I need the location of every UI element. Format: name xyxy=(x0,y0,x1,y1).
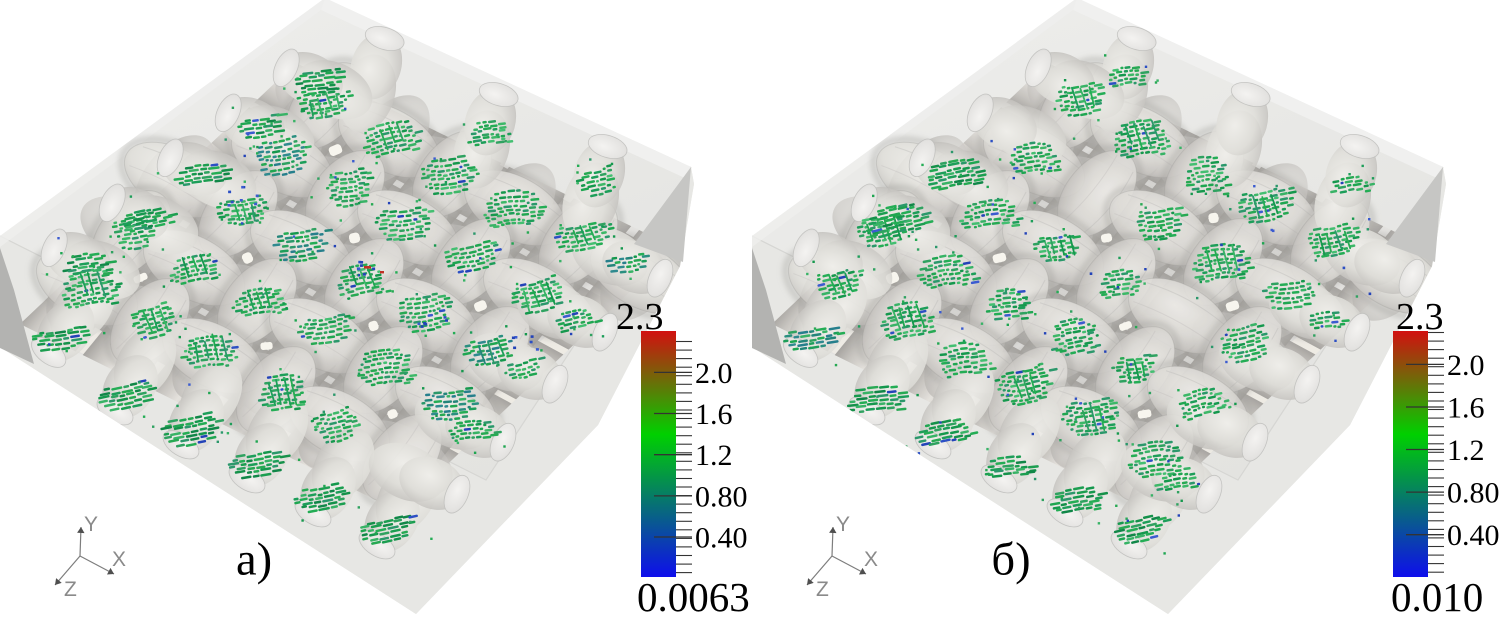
svg-text:0.010: 0.010 xyxy=(1391,574,1483,620)
svg-text:2.3: 2.3 xyxy=(616,296,664,338)
svg-text:0.0063: 0.0063 xyxy=(637,574,750,620)
svg-text:0.80: 0.80 xyxy=(695,480,748,513)
svg-text:1.6: 1.6 xyxy=(695,398,733,431)
svg-text:Y: Y xyxy=(836,513,850,536)
svg-text:2.0: 2.0 xyxy=(1447,349,1485,382)
svg-text:0.80: 0.80 xyxy=(1447,477,1500,510)
svg-text:Z: Z xyxy=(64,578,77,601)
svg-text:2.3: 2.3 xyxy=(1396,296,1444,338)
svg-text:Z: Z xyxy=(816,578,829,601)
svg-text:1.2: 1.2 xyxy=(695,439,733,472)
svg-text:1.6: 1.6 xyxy=(1447,392,1485,425)
svg-text:X: X xyxy=(112,548,126,571)
svg-text:0.40: 0.40 xyxy=(1447,519,1500,552)
svg-text:б): б) xyxy=(991,535,1030,586)
svg-text:Y: Y xyxy=(84,513,98,536)
svg-text:0.40: 0.40 xyxy=(695,522,748,555)
svg-text:X: X xyxy=(864,548,878,571)
svg-text:1.2: 1.2 xyxy=(1447,434,1485,467)
svg-text:а): а) xyxy=(236,535,272,586)
svg-text:2.0: 2.0 xyxy=(695,357,733,390)
